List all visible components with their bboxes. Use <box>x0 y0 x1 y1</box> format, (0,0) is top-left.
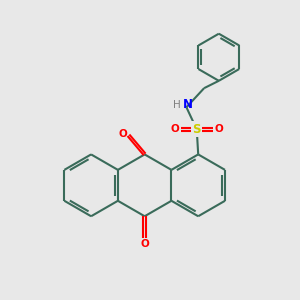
Text: O: O <box>214 124 223 134</box>
Text: O: O <box>140 239 149 249</box>
Text: S: S <box>193 123 201 136</box>
Text: O: O <box>170 124 179 134</box>
Text: H: H <box>173 100 181 110</box>
Text: O: O <box>119 129 128 139</box>
Text: N: N <box>183 98 193 111</box>
